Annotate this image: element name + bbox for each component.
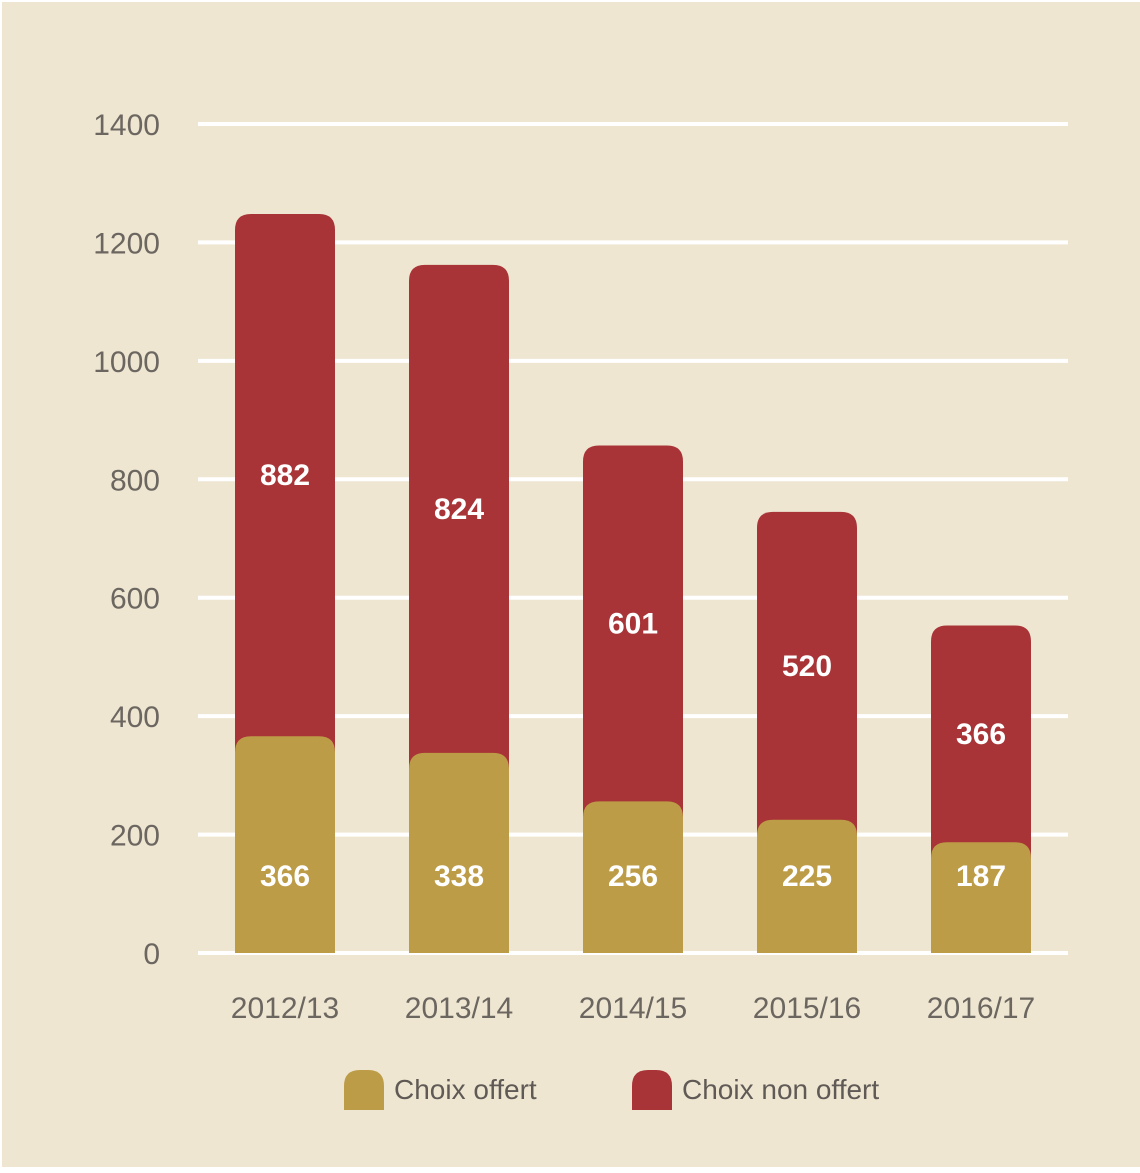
bar-choix-offert (409, 752, 509, 953)
bar-choix-offert (931, 842, 1031, 953)
value-label-choix-non-offert: 824 (434, 493, 484, 526)
x-axis: 2012/13 2013/14 2014/15 2015/16 2016/17 (231, 992, 1035, 1025)
value-label-choix-non-offert: 882 (260, 459, 310, 492)
y-tick-label: 1000 (93, 346, 160, 379)
value-label-choix-offert: 338 (434, 860, 484, 893)
x-category-label: 2016/17 (927, 992, 1035, 1025)
bar-choix-offert (583, 801, 683, 953)
x-category-label: 2014/15 (579, 992, 687, 1025)
legend: Choix offert Choix non offert (344, 1070, 879, 1110)
y-tick-label: 800 (110, 464, 160, 497)
bar-choix-offert (235, 736, 335, 953)
legend-label: Choix non offert (682, 1074, 879, 1105)
y-axis: 0 200 400 600 800 1000 1200 1400 (93, 109, 160, 971)
y-tick-label: 400 (110, 701, 160, 734)
legend-swatch (632, 1070, 672, 1110)
value-label-choix-non-offert: 520 (782, 650, 832, 683)
value-label-choix-non-offert: 366 (956, 718, 1006, 751)
bars: 882 366 824 338 601 256 520 225 366 187 (235, 214, 1031, 953)
y-tick-label: 200 (110, 820, 160, 853)
value-label-choix-offert: 225 (782, 860, 832, 893)
legend-swatch (344, 1070, 384, 1110)
y-tick-label: 1200 (93, 227, 160, 260)
x-category-label: 2012/13 (231, 992, 339, 1025)
y-tick-label: 1400 (93, 109, 160, 142)
x-category-label: 2015/16 (753, 992, 861, 1025)
legend-label: Choix offert (394, 1074, 537, 1105)
bar-choix-offert (757, 819, 857, 953)
y-tick-label: 0 (143, 938, 160, 971)
y-tick-label: 600 (110, 583, 160, 616)
value-label-choix-offert: 256 (608, 860, 658, 893)
value-label-choix-non-offert: 601 (608, 607, 658, 640)
value-label-choix-offert: 366 (260, 860, 310, 893)
value-label-choix-offert: 187 (956, 860, 1006, 893)
x-category-label: 2013/14 (405, 992, 513, 1025)
